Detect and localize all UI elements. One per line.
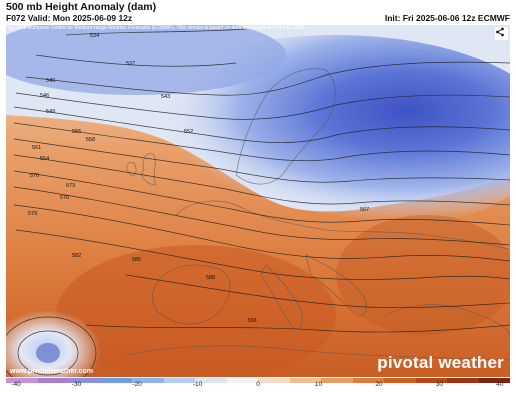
pivotal-weather-logo: pivotal weather [377,353,504,372]
colorbar-tick: 0 [256,381,260,388]
contour-label: 543 [161,94,170,100]
colorbar-tick: 40 [496,381,504,388]
colorbar-swatch [321,378,353,383]
colorbar-tick: -20 [132,381,142,388]
colorbar-swatch [132,378,164,383]
hot-anomaly-east [336,215,510,335]
colorbar-swatch [289,378,321,383]
colorbar-swatch [384,378,416,383]
contour-label: 579 [28,211,37,217]
colorbar-tick: -10 [192,381,203,388]
contour-label: 552 [184,129,193,135]
share-icon [496,27,504,37]
contour-label: 582 [72,253,81,259]
contour-labels: 534 537 540 543 546 549 552 555 558 561 … [28,33,369,324]
valid-time: F072 Valid: Mon 2025-06-09 12z [6,13,133,23]
init-time: Init: Fri 2025-06-06 12z ECMWF [384,13,510,23]
contour-label: 561 [32,145,41,151]
contour-label: 573 [66,183,75,189]
colorbar-tick: 30 [435,381,444,388]
colorbar-swatch [163,378,195,383]
contour-label: 567 [360,207,369,213]
cold-anomaly-northwest [6,25,286,95]
map-title: 500 mb Height Anomaly (dam) [6,1,157,13]
colorbar-tick: 20 [375,381,383,388]
contour-label: 555 [72,129,81,135]
colorbar-swatch [100,378,132,383]
contour-label: 570 [30,173,39,179]
contour-label: 564 [40,156,49,162]
low-anomaly-southwest [6,310,101,377]
contour-label: 585 [132,257,141,263]
coastlines [125,68,510,361]
share-button[interactable] [495,27,508,40]
header: 500 mb Height Anomaly (dam) F072 Valid: … [0,0,516,28]
colorbar-tick: -40 [11,381,21,388]
colorbar-strip [6,378,510,383]
colorbar-legend: -40 -30 -20 -10 0 10 20 30 40 [6,378,510,400]
map-canvas: 534 537 540 543 546 549 552 555 558 561 … [6,25,510,377]
colorbar-tick: 10 [314,381,323,388]
height-contours [6,28,510,377]
contour-label: 591 [248,318,257,324]
colorbar-swatch [415,378,447,383]
colorbar-swatch [37,378,69,383]
contour-label: 540 [46,78,55,84]
colorbar-swatch [447,378,479,383]
colorbar-swatch [258,378,290,383]
contour-label: 534 [90,33,99,39]
colorbar-tick: -30 [71,381,82,388]
contour-label: 537 [126,61,135,67]
website-link[interactable]: www.pivotalweather.com [10,368,93,375]
colorbar-swatch [226,378,258,383]
contour-label: 546 [40,93,49,99]
contour-label: 558 [86,137,95,143]
contour-label: 588 [206,275,215,281]
weather-map[interactable]: 534 537 540 543 546 549 552 555 558 561 … [6,25,510,377]
hot-anomaly-iberia [56,245,336,377]
contour-label: 549 [46,109,55,115]
colorbar-swatch [69,378,101,383]
colorbar-swatch [478,378,510,383]
colorbar-swatch [6,378,38,383]
contour-label: 576 [60,195,69,201]
colorbar-swatch [352,378,384,383]
copyright-text: (c) 2025 European Centre for Medium-rang… [8,25,306,31]
colorbar-swatch [195,378,227,383]
low-center [36,343,60,363]
